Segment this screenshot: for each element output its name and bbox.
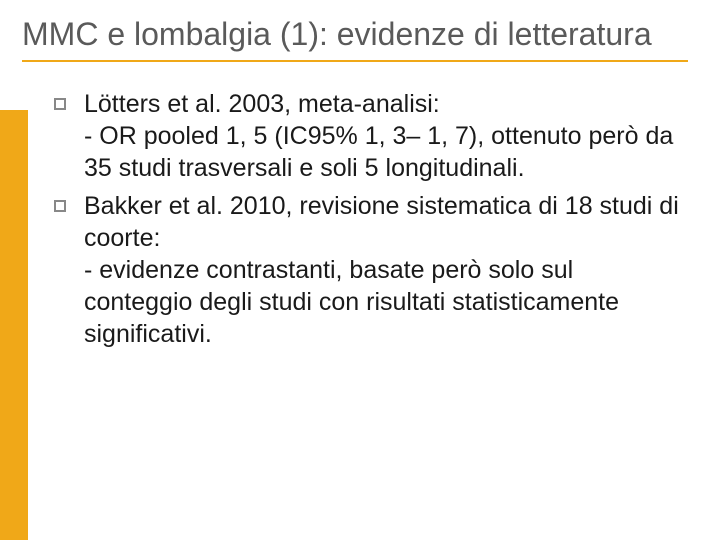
slide-title: MMC e lombalgia (1): evidenze di lettera…: [22, 14, 698, 54]
bullet-item: Lötters et al. 2003, meta-analisi:- OR p…: [54, 88, 686, 184]
bullet-text: Lötters et al. 2003, meta-analisi:- OR p…: [84, 88, 686, 184]
bullet-text: Bakker et al. 2010, revisione sistematic…: [84, 190, 686, 350]
content-area: Lötters et al. 2003, meta-analisi:- OR p…: [0, 62, 720, 350]
accent-sidebar: [0, 110, 28, 540]
title-area: MMC e lombalgia (1): evidenze di lettera…: [0, 0, 720, 62]
bullet-item: Bakker et al. 2010, revisione sistematic…: [54, 190, 686, 350]
bullet-square-icon: [54, 200, 66, 212]
bullet-square-icon: [54, 98, 66, 110]
